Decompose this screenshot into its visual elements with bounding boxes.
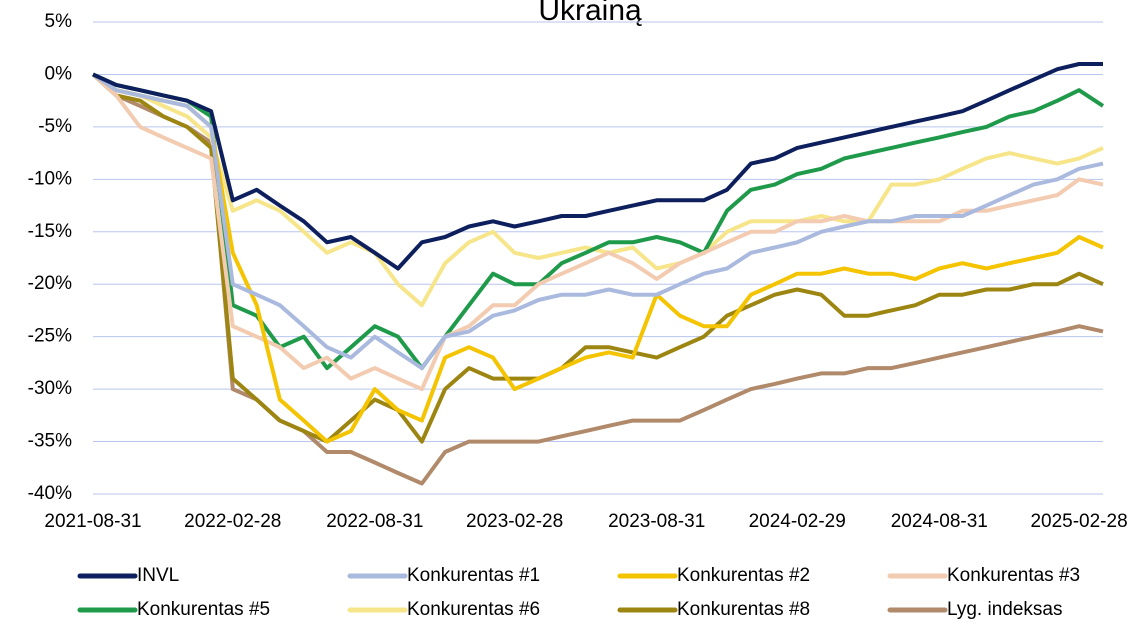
y-tick-label: -10% — [28, 168, 72, 189]
series-line — [91, 72, 1104, 371]
legend-label: Konkurentas #5 — [137, 599, 270, 620]
y-tick-label: -25% — [28, 326, 72, 347]
x-tick-label: 2023-02-28 — [466, 511, 563, 532]
series-line — [92, 62, 1103, 271]
chart-title: Ukrainą — [538, 0, 642, 27]
legend-label: INVL — [137, 565, 179, 586]
legend-label: Konkurentas #1 — [407, 565, 540, 586]
x-tick-label: 2022-02-28 — [184, 511, 281, 532]
x-tick-label: 2023-08-31 — [608, 511, 705, 532]
series-line — [91, 72, 1104, 392]
x-tick-label: 2021-08-31 — [44, 511, 141, 532]
x-tick-label: 2024-08-31 — [891, 511, 988, 532]
series-line — [91, 72, 1104, 444]
y-tick-label: -40% — [28, 483, 72, 504]
x-tick-label: 2022-08-31 — [326, 511, 423, 532]
x-tick-label: 2025-02-28 — [1030, 511, 1127, 532]
legend-label: Konkurentas #2 — [677, 565, 810, 586]
legend-label: Lyg. indeksas — [947, 599, 1062, 620]
legend-label: Konkurentas #3 — [947, 565, 1080, 586]
y-tick-label: -35% — [28, 431, 72, 452]
x-tick-label: 2024-02-29 — [749, 511, 846, 532]
y-tick-label: 5% — [45, 11, 73, 32]
series-line — [91, 72, 1104, 444]
legend-label: Konkurentas #8 — [677, 599, 810, 620]
y-tick-label: -15% — [28, 221, 72, 242]
series-line — [91, 72, 1104, 308]
legend-label: Konkurentas #6 — [407, 599, 540, 620]
y-tick-label: 0% — [45, 63, 73, 84]
series-line — [92, 72, 1105, 371]
y-tick-label: -5% — [38, 116, 72, 137]
y-tick-label: -20% — [28, 273, 72, 294]
y-tick-label: -30% — [28, 378, 72, 399]
